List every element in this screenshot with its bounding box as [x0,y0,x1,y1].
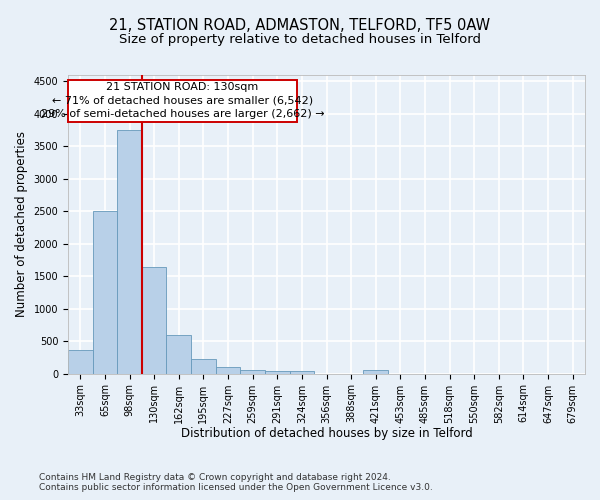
Bar [265,371,290,374]
Bar [241,370,265,374]
Bar [216,367,241,374]
Bar [142,267,166,374]
Text: Size of property relative to detached houses in Telford: Size of property relative to detached ho… [119,32,481,46]
Text: Contains public sector information licensed under the Open Government Licence v3: Contains public sector information licen… [39,484,433,492]
Bar [117,130,142,374]
Text: Contains HM Land Registry data © Crown copyright and database right 2024.: Contains HM Land Registry data © Crown c… [39,472,391,482]
Bar [191,358,216,374]
Y-axis label: Number of detached properties: Number of detached properties [15,132,28,318]
Bar [92,212,117,374]
Bar [290,371,314,374]
Bar [68,80,297,122]
Bar [364,370,388,374]
X-axis label: Distribution of detached houses by size in Telford: Distribution of detached houses by size … [181,427,472,440]
Text: ← 71% of detached houses are smaller (6,542): ← 71% of detached houses are smaller (6,… [52,96,313,106]
Text: 21 STATION ROAD: 130sqm: 21 STATION ROAD: 130sqm [106,82,259,92]
Bar [68,350,92,374]
Text: 21, STATION ROAD, ADMASTON, TELFORD, TF5 0AW: 21, STATION ROAD, ADMASTON, TELFORD, TF5… [109,18,491,32]
Text: 29% of semi-detached houses are larger (2,662) →: 29% of semi-detached houses are larger (… [41,109,325,119]
Bar [166,336,191,374]
